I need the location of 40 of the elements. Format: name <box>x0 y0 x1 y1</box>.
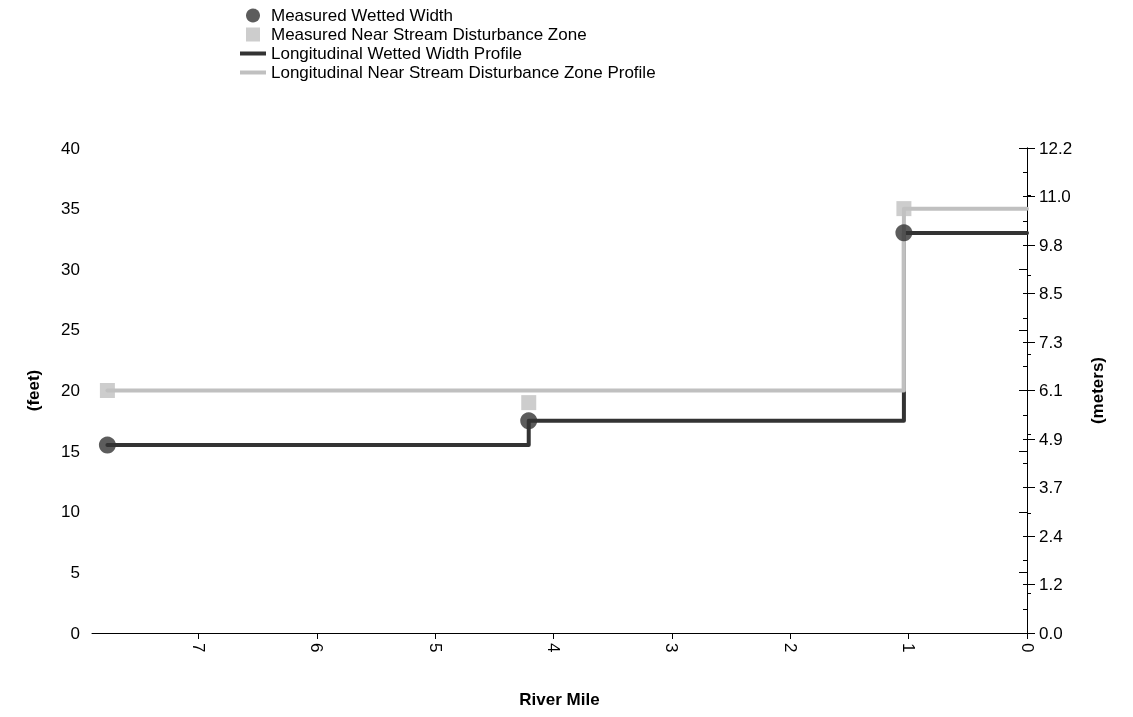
x-tick-label: 1 <box>899 643 919 653</box>
x-tick-label: 4 <box>544 643 564 653</box>
y-tick-label: 35 <box>61 199 80 219</box>
y2-tick-label: 1.2 <box>1039 575 1063 594</box>
legend-label: Longitudinal Wetted Width Profile <box>271 44 523 63</box>
y-tick-label: 25 <box>61 320 80 340</box>
point <box>896 201 912 217</box>
point <box>99 383 115 398</box>
y2-tick-label: 0.0 <box>1039 623 1063 643</box>
point <box>521 395 537 411</box>
x-tick-label: 2 <box>780 643 800 653</box>
x-axis-title: River Mile <box>519 690 600 709</box>
x-tick-label: 3 <box>662 643 682 653</box>
x-tick-label: 0 <box>1017 643 1037 653</box>
y-axis-title: (feet) <box>24 369 43 412</box>
x-tick-label: 6 <box>307 643 327 653</box>
legend-label: Measured Near Stream Disturbance Zone <box>271 25 587 44</box>
legend-label: Measured Wetted Width <box>271 6 454 25</box>
y-tick-label: 15 <box>61 441 80 461</box>
y2-tick-label: 9.8 <box>1039 235 1063 255</box>
y-tick-label: 5 <box>70 562 80 582</box>
y-tick-label: 40 <box>61 138 80 158</box>
legend-label: Longitudinal Near Stream Disturbance Zone Profile <box>271 63 656 82</box>
y2-tick-label: 4.9 <box>1039 429 1063 449</box>
y2-tick-label: 11.0 <box>1039 187 1071 206</box>
y-tick-label: 10 <box>61 502 80 522</box>
y2-tick-label: 2.4 <box>1039 526 1063 546</box>
point <box>520 412 538 430</box>
y2-tick-label: 6.1 <box>1039 381 1063 400</box>
x-tick-label: 5 <box>425 643 445 653</box>
y2-axis-title: (meters) <box>1088 356 1107 425</box>
point <box>895 224 913 242</box>
x-tick-label: 7 <box>189 643 209 653</box>
y-tick-label: 30 <box>61 259 80 279</box>
y-tick-label: 20 <box>61 381 80 400</box>
y2-tick-label: 8.5 <box>1039 284 1063 303</box>
y2-tick-label: 7.3 <box>1039 332 1063 352</box>
y2-tick-label: 12.2 <box>1039 138 1073 158</box>
point <box>98 436 116 454</box>
y2-tick-label: 3.7 <box>1039 478 1063 497</box>
